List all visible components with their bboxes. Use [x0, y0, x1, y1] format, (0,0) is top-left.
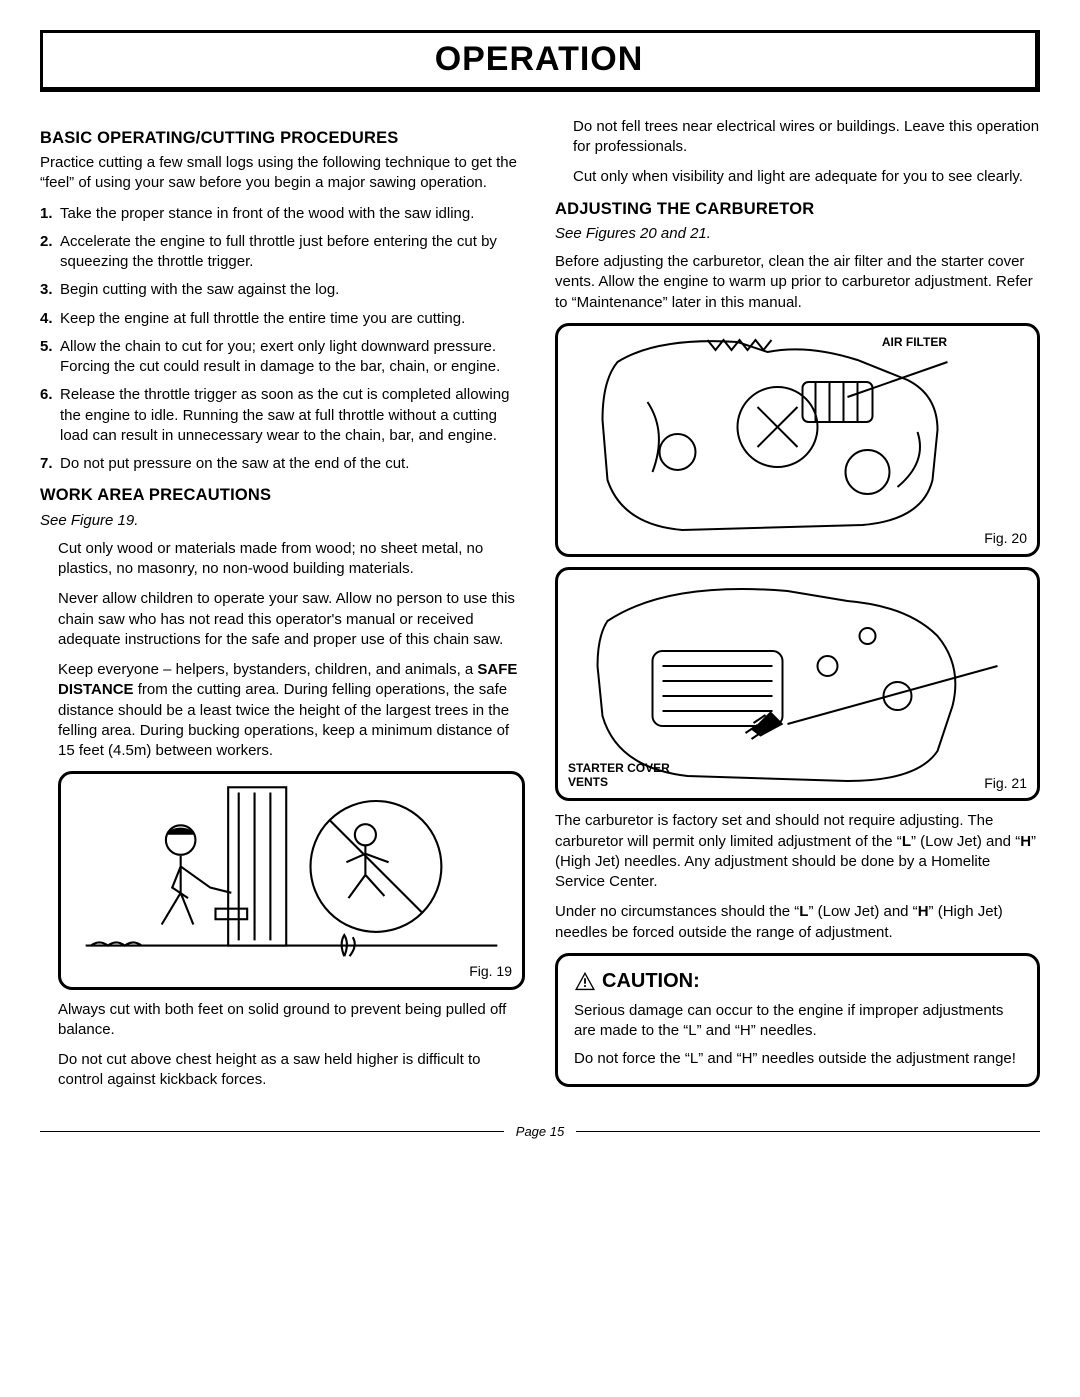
left-column: BASIC OPERATING/CUTTING PROCEDURES Pract… [40, 117, 525, 1101]
figref-20-21: See Figures 20 and 21. [555, 224, 1040, 244]
figure-20: AIR FILTER Fig. 20 [555, 323, 1040, 557]
list-item: 2.Accelerate the engine to full throttle… [40, 232, 525, 273]
caution-heading: CAUTION: [574, 968, 1021, 995]
caution-box: CAUTION: Serious damage can occur to the… [555, 953, 1040, 1087]
body-text: Cut only wood or materials made from woo… [58, 539, 525, 580]
callout-air-filter: AIR FILTER [882, 334, 947, 350]
title-frame: OPERATION [40, 30, 1040, 92]
heading-carburetor: ADJUSTING THE CARBURETOR [555, 198, 1040, 220]
list-item: 1.Take the proper stance in front of the… [40, 204, 525, 224]
intro-para: Practice cutting a few small logs using … [40, 153, 525, 194]
right-column: Do not fell trees near electrical wires … [555, 117, 1040, 1101]
fig20-illustration-icon [564, 332, 1031, 542]
body-text: Do not cut above chest height as a saw h… [58, 1050, 525, 1091]
page-title: OPERATION [43, 37, 1035, 83]
body-text: Do not fell trees near electrical wires … [573, 117, 1040, 158]
list-item: 3.Begin cutting with the saw against the… [40, 280, 525, 300]
body-text: Keep everyone – helpers, bystanders, chi… [58, 660, 525, 761]
caution-text: Do not force the “L” and “H” needles out… [574, 1049, 1021, 1069]
figure-19: Fig. 19 [58, 771, 525, 989]
list-item: 5.Allow the chain to cut for you; exert … [40, 337, 525, 378]
page-number: Page 15 [504, 1123, 576, 1141]
fig21-illustration-icon [564, 576, 1031, 786]
body-text: Never allow children to operate your saw… [58, 589, 525, 650]
figure-label: Fig. 20 [984, 529, 1027, 548]
heading-basic-procedures: BASIC OPERATING/CUTTING PROCEDURES [40, 127, 525, 149]
caution-text: Serious damage can occur to the engine i… [574, 1001, 1021, 1042]
callout-vents: VENTS [568, 774, 608, 790]
figure-21: STARTER COVER VENTS Fig. 21 [555, 567, 1040, 801]
page-footer: Page 15 [40, 1131, 1040, 1152]
procedure-list: 1.Take the proper stance in front of the… [40, 204, 525, 475]
body-text: Cut only when visibility and light are a… [573, 167, 1040, 187]
caution-label: CAUTION: [602, 968, 700, 995]
list-item: 4.Keep the engine at full throttle the e… [40, 309, 525, 329]
content-columns: BASIC OPERATING/CUTTING PROCEDURES Pract… [40, 117, 1040, 1101]
fig19-illustration-icon [69, 782, 514, 972]
figure-label: Fig. 19 [469, 962, 512, 981]
heading-work-area: WORK AREA PRECAUTIONS [40, 484, 525, 506]
figure-label: Fig. 21 [984, 774, 1027, 793]
body-text: Before adjusting the carburetor, clean t… [555, 252, 1040, 313]
body-text: Always cut with both feet on solid groun… [58, 1000, 525, 1041]
figref-19: See Figure 19. [40, 511, 525, 531]
body-text: The carburetor is factory set and should… [555, 811, 1040, 892]
list-item: 6.Release the throttle trigger as soon a… [40, 385, 525, 446]
list-item: 7.Do not put pressure on the saw at the … [40, 454, 525, 474]
body-text: Under no circumstances should the “L” (L… [555, 902, 1040, 943]
warning-icon [574, 971, 596, 991]
